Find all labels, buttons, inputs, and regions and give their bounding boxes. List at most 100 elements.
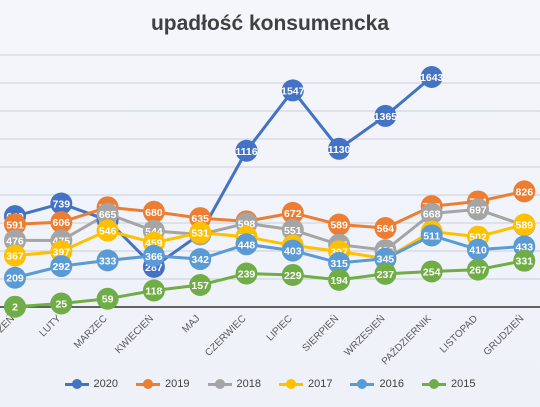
data-label-2015: 239: [238, 269, 256, 281]
data-point-2015: [420, 260, 443, 283]
data-point-2020: [420, 65, 443, 88]
data-label-2016: 403: [284, 246, 302, 258]
data-point-2020: [328, 137, 351, 160]
x-tick-label: STYCZEŃ: [0, 312, 17, 354]
x-tick-label: SIERPIEŃ: [299, 312, 341, 354]
data-label-2019: 589: [330, 220, 348, 232]
data-label-2015: 25: [55, 299, 67, 311]
data-point-2017: [96, 219, 119, 242]
series-line-2015: [14, 259, 525, 309]
data-point-2016: [4, 266, 26, 289]
legend-item-2018: 2018: [207, 378, 261, 390]
data-label-2017: 531: [191, 228, 209, 240]
data-point-2019: [513, 180, 536, 203]
data-point-2017: [4, 244, 26, 267]
x-tick-label: CZERWIEC: [203, 313, 248, 358]
data-label-2017: 546: [99, 226, 117, 238]
data-point-2018: [4, 229, 26, 252]
x-tick-label: MARZEC: [72, 313, 110, 351]
data-point-2019: [328, 213, 351, 236]
data-label-2015: 118: [145, 285, 162, 297]
data-label-2020: 1365: [374, 111, 398, 123]
legend-swatch: [64, 378, 89, 390]
legend-item-2019: 2019: [136, 378, 190, 390]
chart-title: upadłość konsumencka: [150, 12, 390, 35]
legend-swatch: [279, 378, 303, 390]
legend-item-2020: 2020: [64, 378, 119, 390]
data-point-2017: [513, 213, 536, 236]
data-point-2016: [50, 255, 73, 278]
legend-label: 2020: [93, 378, 119, 390]
data-point-2018: [420, 202, 443, 225]
data-label-2015: 254: [423, 266, 441, 278]
data-point-2019: [4, 213, 26, 236]
data-point-2019: [281, 201, 304, 224]
legend-swatch: [421, 378, 446, 390]
data-point-2015: [4, 295, 26, 318]
legend-item-2017: 2017: [279, 378, 332, 390]
data-point-2015: [281, 263, 304, 286]
data-point-2016: [467, 238, 489, 261]
data-label-2016: 511: [423, 230, 440, 242]
data-label-2020: 1643: [420, 72, 444, 84]
data-label-2016: 315: [330, 258, 348, 270]
x-tick-label: WRZESIEŃ: [341, 312, 388, 359]
data-label-2020: 1116: [235, 146, 257, 158]
data-label-2016: 333: [99, 255, 117, 267]
data-label-2020: 739: [53, 199, 71, 211]
data-label-2016: 410: [469, 245, 487, 257]
data-point-2018: [281, 218, 304, 241]
data-point-2015: [374, 262, 397, 285]
data-label-2019: 606: [53, 217, 71, 229]
data-label-2015: 237: [377, 269, 395, 281]
data-point-2019: [50, 211, 73, 234]
data-label-2018: 665: [99, 209, 117, 221]
x-tick-label: KWIECIEŃ: [112, 312, 156, 356]
data-label-2020: 1130: [328, 144, 351, 156]
data-point-2017: [189, 221, 212, 244]
data-label-2015: 2: [12, 302, 18, 314]
data-label-2019: 635: [191, 213, 209, 225]
data-label-2018: 697: [469, 204, 487, 216]
data-point-2016: [328, 251, 351, 274]
data-label-2015: 267: [469, 265, 487, 277]
x-tick-label: LIPIEC: [265, 313, 295, 343]
data-label-2019: 564: [377, 223, 395, 235]
legend-item-2016: 2016: [350, 378, 404, 390]
data-label-2017: 397: [53, 246, 71, 258]
data-label-2016: 292: [53, 261, 71, 273]
data-point-2018: [96, 202, 119, 225]
data-label-2019: 672: [284, 208, 302, 220]
data-label-2016: 448: [238, 239, 256, 251]
data-point-2018: [467, 198, 489, 221]
data-point-2020: [50, 192, 73, 215]
legend-swatch: [350, 378, 375, 390]
x-tick-label: MAJ: [180, 313, 202, 335]
data-label-2018: 551: [284, 225, 302, 237]
data-point-2019: [142, 200, 165, 223]
x-tick-label: GRUDZIEŃ: [480, 312, 526, 358]
data-label-2016: 366: [145, 251, 163, 263]
data-label-2016: 345: [377, 254, 395, 266]
data-label-2015: 157: [191, 280, 209, 292]
data-point-2015: [328, 268, 351, 291]
data-label-2020: 1547: [281, 85, 305, 97]
x-tick-label: LUTY: [38, 313, 64, 339]
data-point-2015: [142, 279, 165, 302]
data-point-2016: [142, 244, 165, 267]
legend-label: 2015: [450, 378, 476, 390]
data-point-2016: [235, 233, 258, 256]
data-label-2018: 476: [6, 235, 24, 247]
series-line-2020: [14, 75, 433, 269]
data-point-2020: [281, 79, 304, 102]
legend-item-2015: 2015: [421, 378, 476, 390]
data-label-2016: 209: [6, 273, 24, 285]
data-label-2019: 680: [145, 207, 163, 219]
data-label-2015: 229: [284, 270, 302, 282]
data-label-2016: 433: [516, 241, 534, 253]
data-label-2015: 331: [516, 256, 534, 268]
data-point-2020: [374, 104, 397, 127]
data-label-2019: 826: [516, 186, 534, 198]
data-label-2017: 589: [516, 220, 534, 232]
